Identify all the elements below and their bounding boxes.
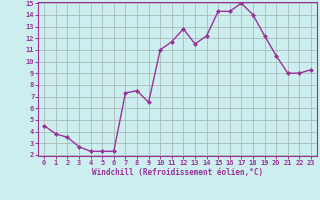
X-axis label: Windchill (Refroidissement éolien,°C): Windchill (Refroidissement éolien,°C) — [92, 168, 263, 177]
